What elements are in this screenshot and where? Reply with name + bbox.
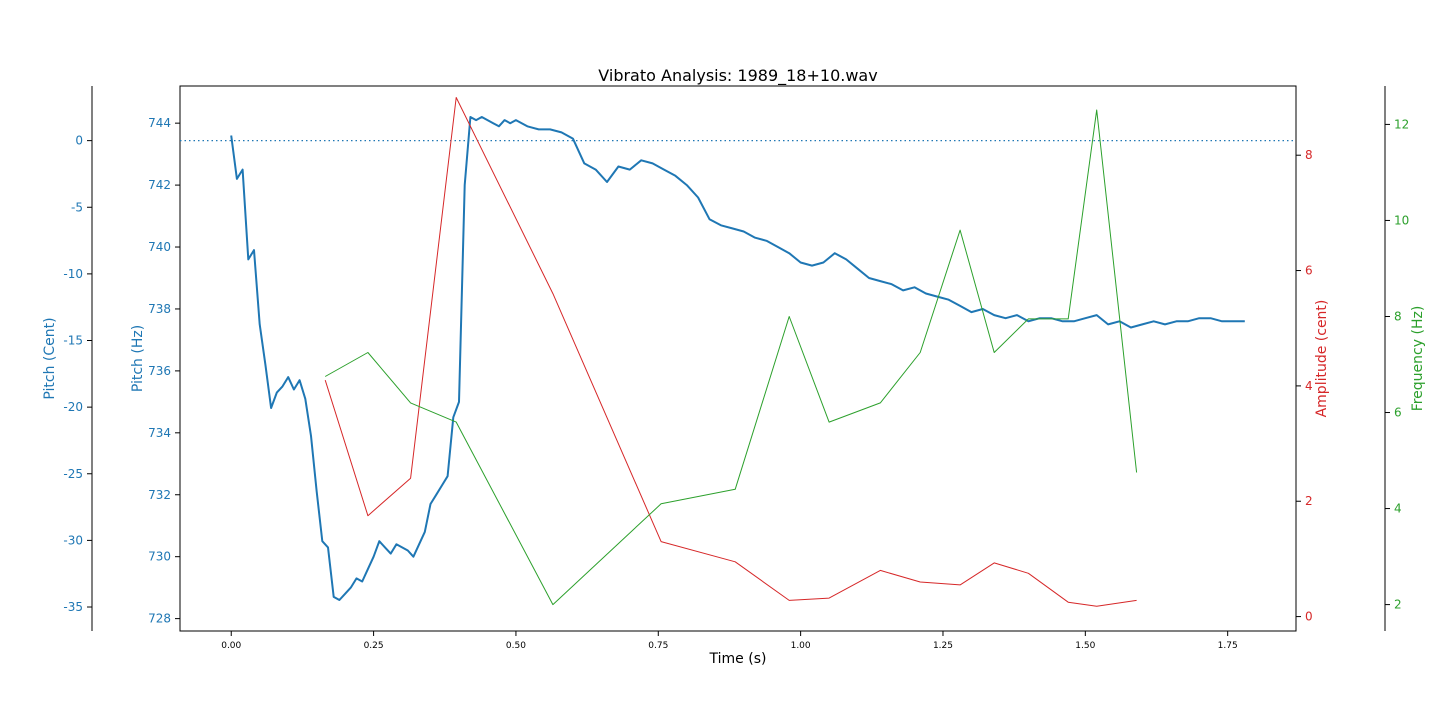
y-tick-label: 8 [1394,309,1402,323]
x-tick-label: 0.50 [506,641,526,651]
y-axis-label: Pitch (Hz) [130,325,146,392]
y-axis-amplitude: 0 2 4 6 8 Amplitude (cent) [1296,148,1330,624]
y-tick-label: -5 [71,200,83,214]
x-tick-label: 1.50 [1075,641,1095,651]
y-axis-frequency: 2 4 6 8 10 12 Frequency (Hz) [1384,86,1426,631]
y-tick-label: -15 [63,334,83,348]
y-tick-label: 740 [148,240,171,254]
x-tick-label: 1.00 [791,641,811,651]
y-tick-label: 732 [148,488,171,502]
y-tick-label: 738 [148,302,171,316]
y-tick-label: 2 [1305,494,1313,508]
y-tick-label: -35 [63,600,83,614]
axes-layer: 0.00 0.25 0.50 0.75 1.00 1.25 1.50 1.75 728 730 73… [42,86,1426,651]
plot-area [179,85,1297,632]
y-tick-label: 728 [148,612,171,626]
x-tick-label: 1.75 [1218,641,1238,651]
y-tick-label: 4 [1394,502,1402,516]
y-tick-label: 10 [1394,213,1409,227]
y-axis-pitch-cent: 0 -5 -10 -15 -20 -25 -30 -35 Pitch (Cent) [42,86,93,631]
y-tick-label: -30 [63,533,83,547]
y-tick-label: 734 [148,426,171,440]
y-tick-label: 0 [1305,610,1313,624]
y-tick-label: 8 [1305,148,1313,162]
series-layer [180,97,1296,607]
y-axis-label: Amplitude (cent) [1314,300,1330,418]
y-tick-label: 2 [1394,598,1402,612]
y-axis-pitch-hz: 728 730 732 734 736 738 740 742 744 Pitch (Hz) [130,116,180,626]
y-tick-label: 736 [148,364,171,378]
x-tick-label: 0.00 [221,641,241,651]
series-line-frequency [324,109,1138,606]
chart-title: Vibrato Analysis: 1989_18+10.wav [598,66,877,86]
y-tick-label: 0 [75,134,83,148]
x-axis-label: Time (s) [709,651,767,667]
y-tick-label: -25 [63,467,83,481]
y-tick-label: 4 [1305,379,1313,393]
x-tick-label: 1.25 [933,641,953,651]
series-line-amplitude [324,97,1137,607]
series-line-pitch-hz [230,116,1245,601]
y-tick-label: 12 [1394,117,1409,131]
x-tick-label: 0.75 [648,641,668,651]
y-tick-label: 6 [1305,264,1313,278]
y-tick-label: 744 [148,116,171,130]
y-tick-label: 6 [1394,406,1402,420]
y-axis-label: Pitch (Cent) [42,317,58,399]
y-tick-label: -20 [63,400,83,414]
y-tick-label: 730 [148,550,171,564]
y-axis-label: Frequency (Hz) [1410,306,1426,412]
plot-frame-box [179,85,1297,632]
y-tick-label: -10 [63,267,83,281]
y-tick-label: 742 [148,178,171,192]
x-tick-label: 0.25 [364,641,384,651]
